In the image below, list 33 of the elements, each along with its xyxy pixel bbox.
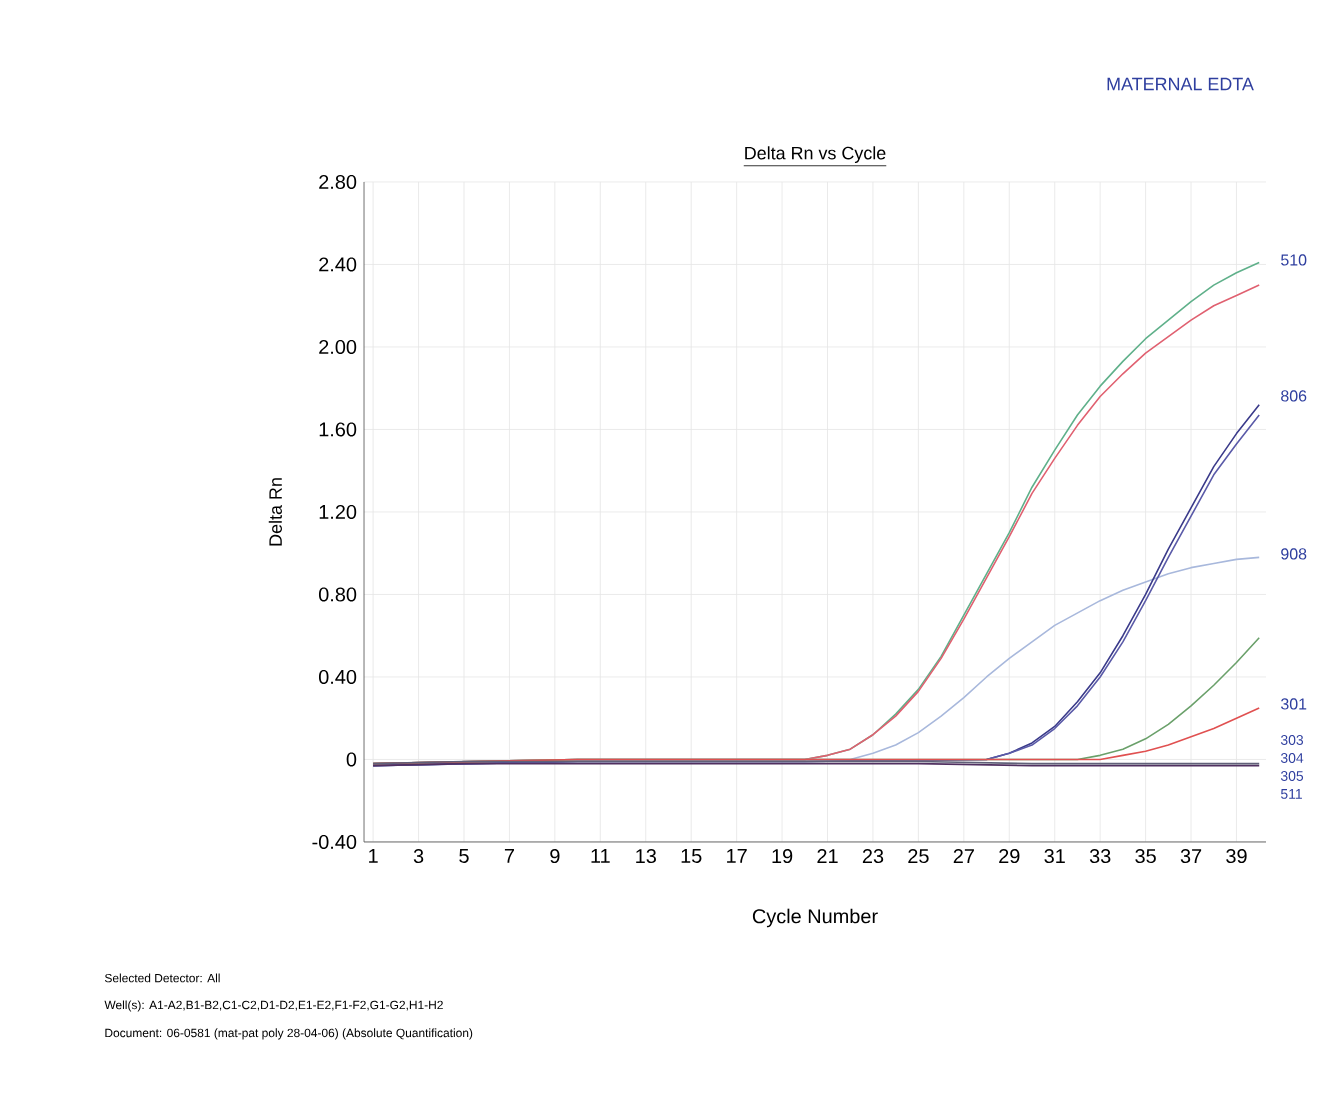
x-tick-label: 7	[504, 849, 514, 863]
x-tick-label: 31	[1044, 849, 1065, 864]
x-tick-label: 35	[1135, 849, 1156, 864]
x-tick-label: 39	[1226, 849, 1247, 864]
x-tick-label: 9	[550, 849, 560, 864]
y-tick-label: 1.60	[319, 422, 357, 437]
x-tick-label: 15	[681, 849, 702, 863]
x-tick-label: 33	[1089, 849, 1111, 864]
text: MATERNAL EDTA	[1107, 77, 1254, 91]
y-tick-label: 2.80	[319, 174, 357, 190]
x-tick-label: 5	[459, 849, 469, 863]
chart-title: Delta Rn vs Cycle	[745, 146, 886, 163]
x-tick-label: 19	[772, 849, 793, 864]
y-tick-label: 0	[346, 752, 357, 767]
x-tick-label: 21	[817, 849, 838, 863]
x-tick-label: 1	[369, 849, 378, 863]
y-axis-title: Delta Rn	[268, 478, 282, 546]
x-axis-title: Cycle Number	[752, 908, 878, 928]
x-tick-label: 11	[591, 849, 610, 863]
x-tick-label: 17	[727, 849, 747, 863]
y-tick-label: 0.80	[318, 587, 357, 602]
y-tick-label: 2.00	[319, 339, 357, 355]
y-tick-label: 0.40	[318, 669, 357, 685]
y-tick-label: 1.20	[319, 504, 357, 520]
x-tick-label: 37	[1180, 849, 1202, 864]
x-tick-label: 27	[953, 849, 974, 863]
x-tick-label: 29	[999, 849, 1020, 864]
x-tick-label: 3	[413, 849, 424, 864]
y-tick-label: 2.40	[319, 257, 357, 272]
x-tick-label: 13	[636, 849, 656, 864]
y-tick-label: -0.40	[312, 834, 357, 850]
x-tick-label: 23	[862, 849, 884, 864]
x-tick-label: 25	[908, 849, 929, 864]
